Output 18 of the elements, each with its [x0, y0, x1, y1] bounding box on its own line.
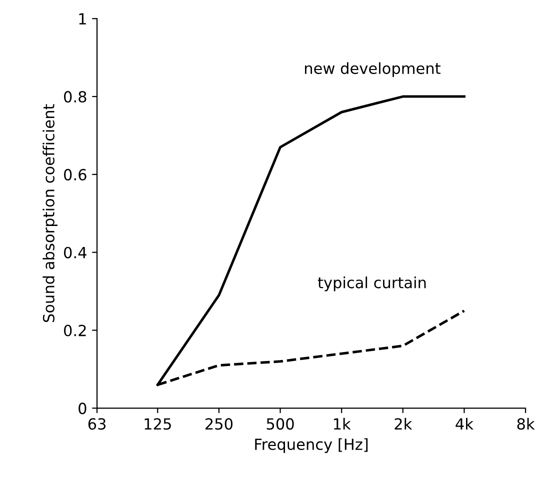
x-tick-label: 8k [517, 418, 535, 430]
x-tick-label: 63 [88, 418, 106, 430]
x-tick-label: 500 [266, 418, 294, 430]
x-tick-label: 2k [394, 418, 412, 430]
x-tick-label: 1k [334, 418, 351, 430]
x-axis-title: Frequency [Hz] [255, 438, 368, 454]
x-tick-label: 125 [144, 418, 171, 430]
y-axis-title: Sound absorption coefficient [42, 104, 58, 322]
y-tick-label: 0.2 [64, 324, 86, 336]
text: typical curtain [318, 276, 426, 292]
y-tick-label: 0.8 [64, 90, 86, 103]
y-tick-label: 0.4 [64, 246, 86, 258]
y-tick-label: 0 [78, 402, 86, 414]
x-tick-label: 250 [205, 418, 233, 430]
x-tick-label: 4k [456, 418, 474, 430]
y-tick-label: 1 [79, 13, 86, 24]
series-label: new development [305, 62, 440, 78]
y-tick-label: 0.6 [64, 168, 86, 180]
